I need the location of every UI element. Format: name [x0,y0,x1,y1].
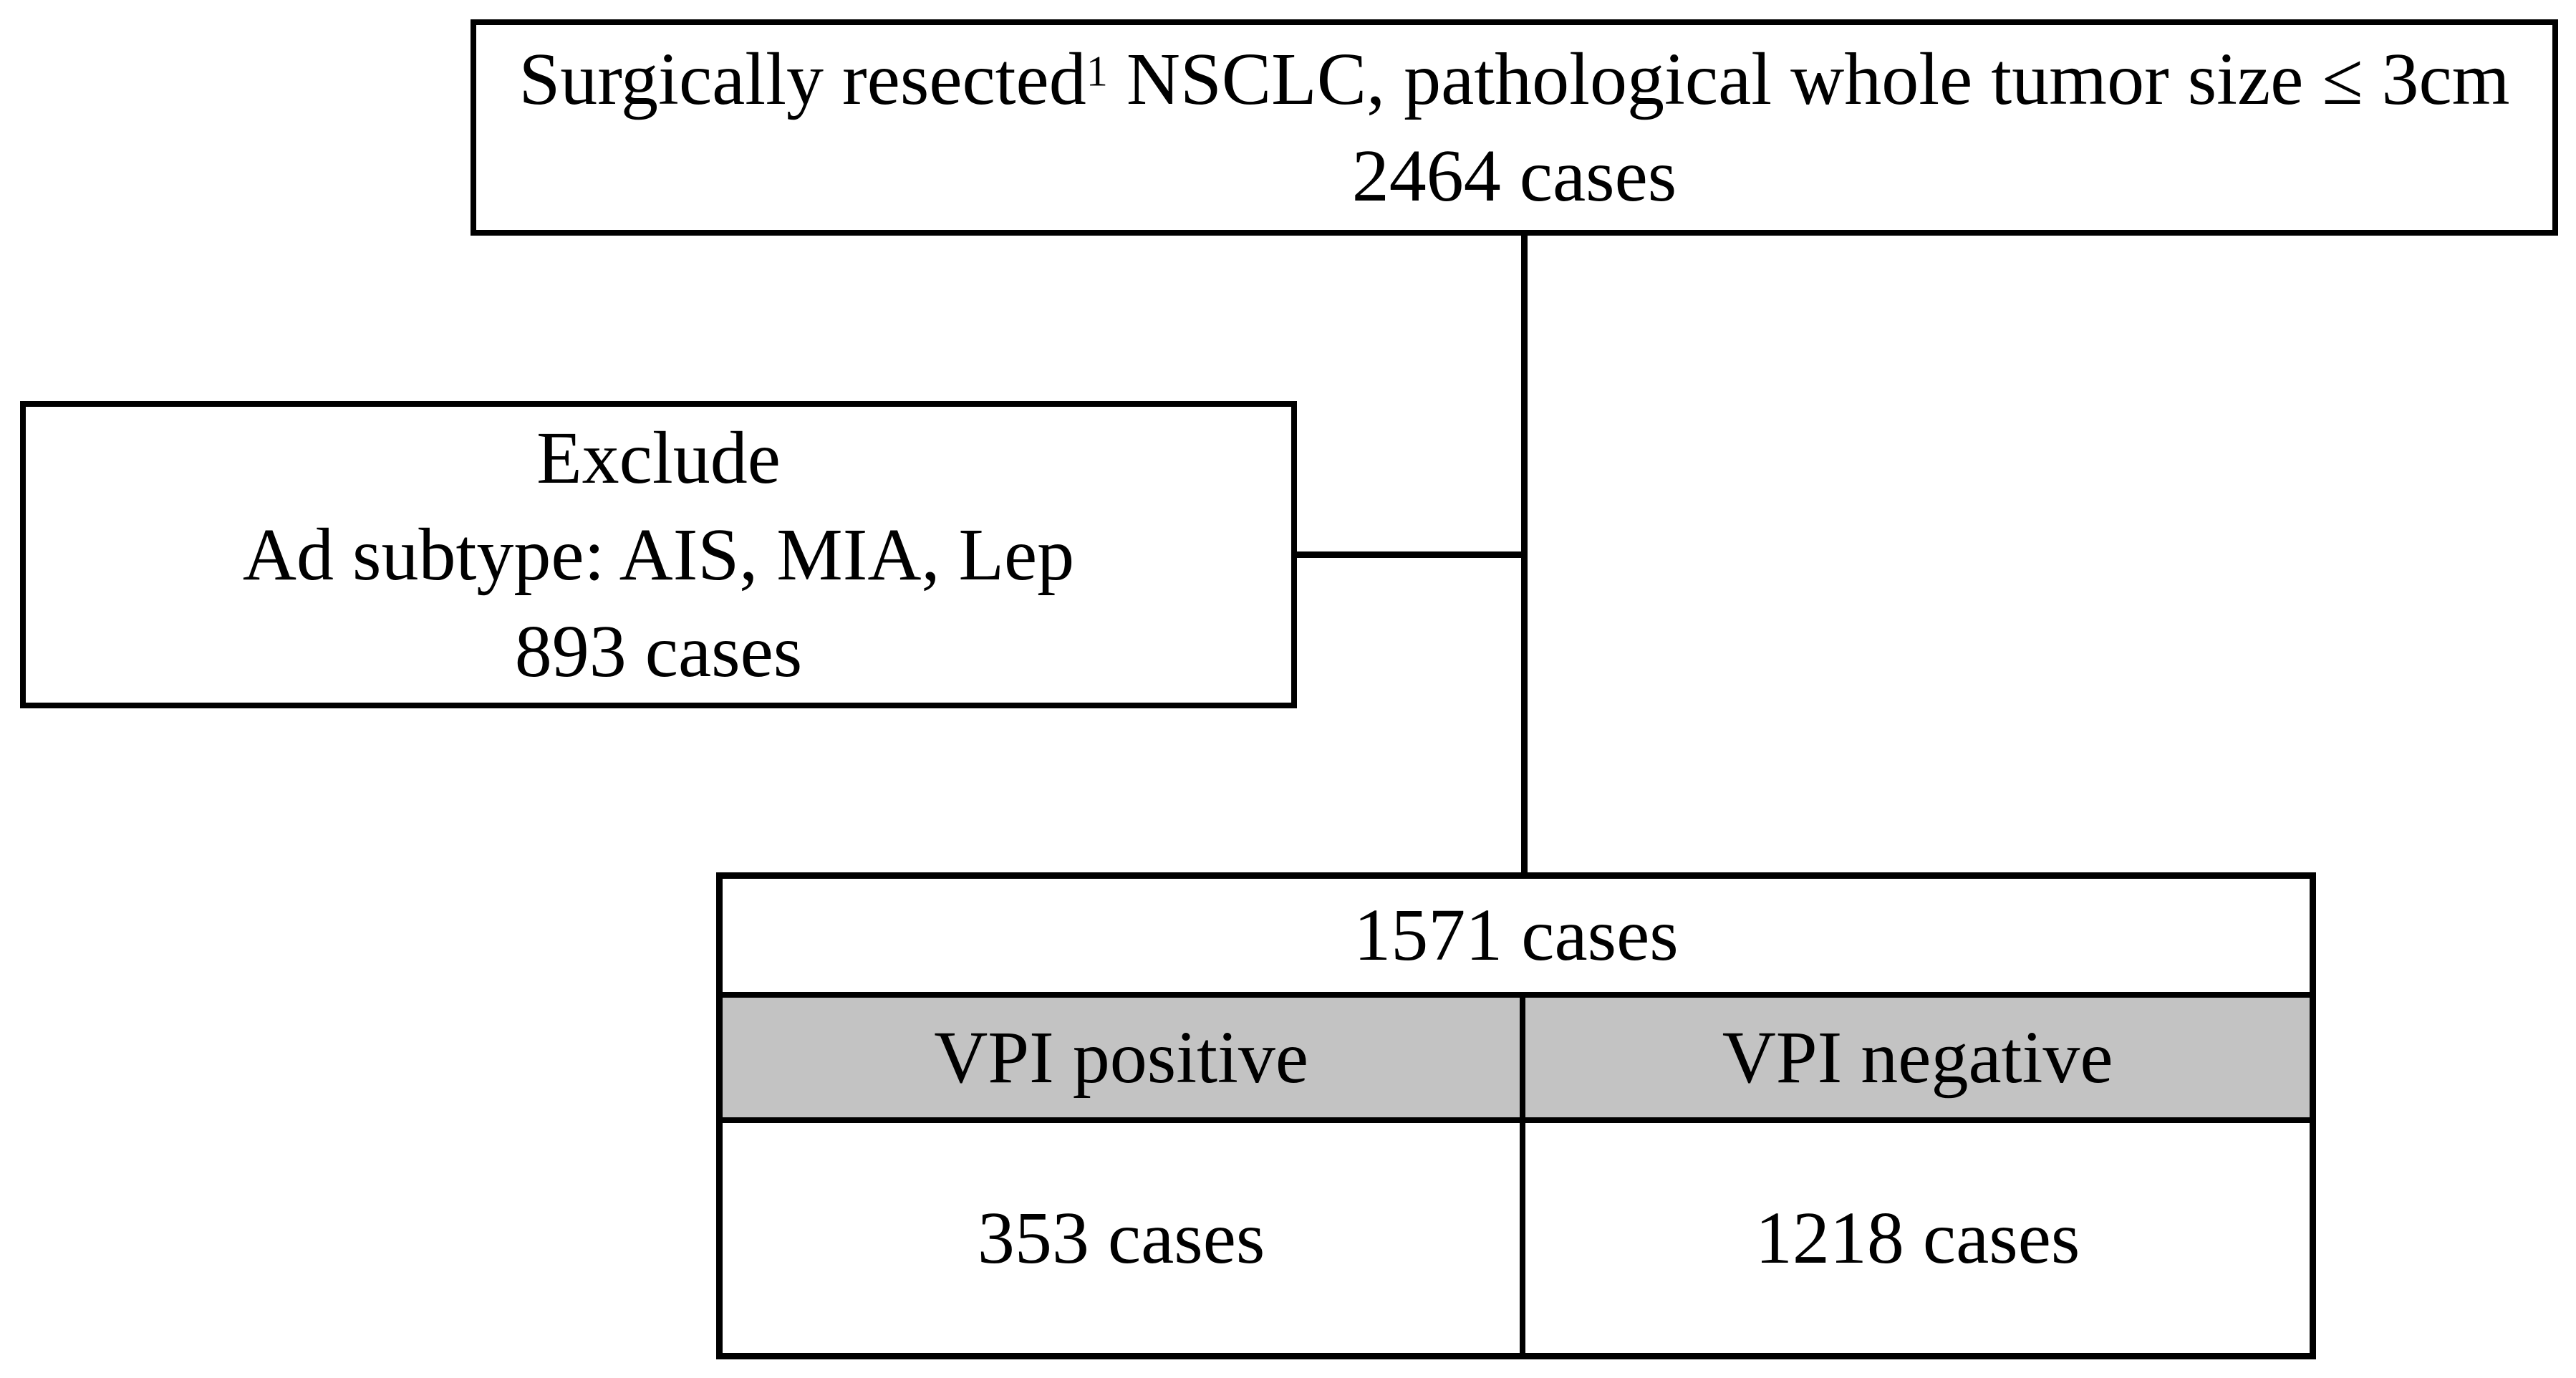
vpi-result-table: 1571 cases VPI positive VPI negative 353… [716,872,2316,1359]
flow-line-horizontal [1295,551,1523,558]
inclusion-criteria-box: Surgically resected1 NSCLC, pathological… [471,19,2558,236]
footnote-superscript: 1 [1086,47,1108,96]
inclusion-text-start: Surgically resected [518,37,1086,120]
inclusion-case-count: 2464 cases [1351,135,1677,217]
exclude-box: Exclude Ad subtype: AIS, MIA, Lep 893 ca… [20,401,1297,708]
vpi-negative-count-cell: 1218 cases [1755,1196,2080,1279]
total-cases-text: 1571 cases [1354,894,1679,977]
vpi-negative-header-cell: VPI negative [1525,998,2310,1117]
inclusion-text-end: NSCLC, pathological whole tumor size ≤ 3… [1107,37,2510,120]
exclude-case-count: 893 cases [514,610,803,693]
vpi-positive-count-cell: 353 cases [723,1123,1526,1353]
vpi-header-row: VPI positive VPI negative [723,998,2310,1123]
exclude-criteria: Ad subtype: AIS, MIA, Lep [242,513,1075,596]
exclude-label: Exclude [536,416,781,499]
vpi-positive-header-cell: VPI positive [723,998,1526,1117]
inclusion-criteria-text: Surgically resected1 NSCLC, pathological… [518,31,2509,127]
total-cases-row: 1571 cases [723,879,2310,998]
flow-line-vertical [1521,235,1528,873]
vpi-values-row: 353 cases 1218 cases [723,1123,2310,1353]
